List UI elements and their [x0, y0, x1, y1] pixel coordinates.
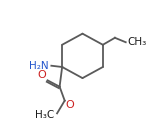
Text: H₃C: H₃C: [35, 110, 55, 120]
Text: O: O: [65, 100, 74, 110]
Text: H₂N: H₂N: [29, 61, 49, 71]
Text: CH₃: CH₃: [127, 37, 146, 47]
Text: O: O: [37, 70, 46, 80]
